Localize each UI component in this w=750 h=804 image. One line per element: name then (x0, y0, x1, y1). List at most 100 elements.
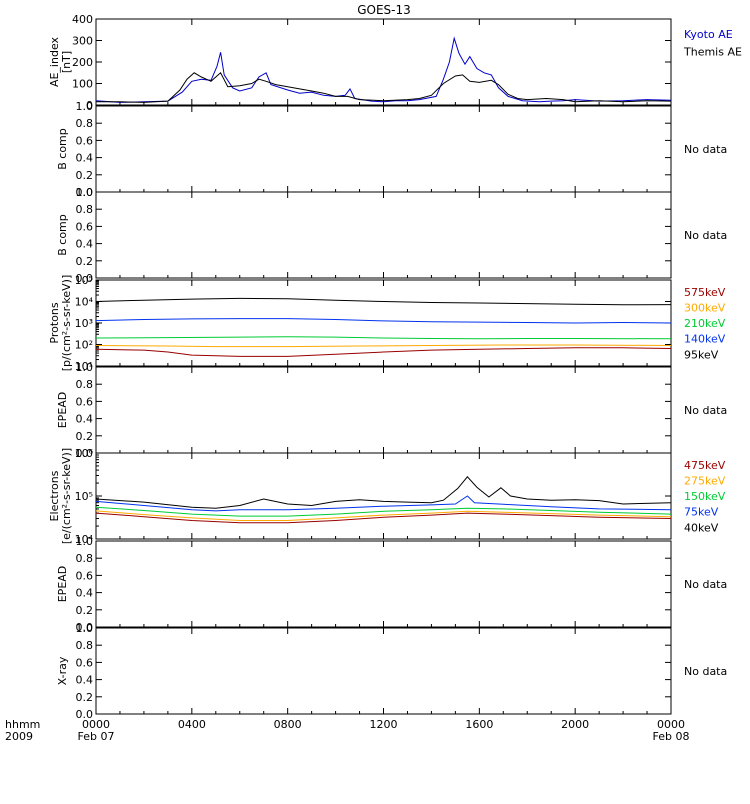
y-axis-label: B comp (56, 128, 69, 170)
panel-xray: 0.0 0.2 0.4 0.6 0.8 1.0 X-ray No data (56, 622, 727, 721)
y-tick-label: 1.0 (76, 361, 94, 374)
panel-b2: 0.0 0.2 0.4 0.6 0.8 1.0 B comp No data (56, 186, 727, 285)
legend-label: 40keV (684, 521, 719, 534)
x-date-label: Feb 07 (78, 730, 115, 743)
series-line-electrons-475kev (95, 512, 672, 524)
y-tick-label: 0.0 (76, 708, 94, 721)
y-tick-label: 0.6 (76, 656, 94, 669)
y-tick-label: 0.4 (76, 152, 94, 165)
y-axis-label: [p/(cm²-s-sr-keV)] (60, 275, 73, 372)
series-line-ae-themis-ae (96, 72, 672, 103)
y-tick-label: 10⁶ (75, 447, 94, 460)
y-axis-label: [e/(cm²-s-sr-keV)] (60, 448, 73, 544)
y-tick-label: 10⁵ (75, 490, 93, 503)
panel-frame (95, 366, 672, 454)
panel-protons: 10¹ 10² 10³ 10⁴ 10⁵ Protons [p/(cm²-s-sr-keV)]… (48, 274, 726, 373)
y-tick-label: 0.4 (76, 413, 94, 426)
legend-label: 140keV (684, 332, 726, 345)
x-date-label: Feb 08 (653, 730, 690, 743)
no-data-label: No data (684, 578, 727, 591)
panel-frame (95, 627, 672, 715)
y-tick-label: 10⁴ (75, 533, 94, 546)
panel-epead1: 0.0 0.2 0.4 0.6 0.8 1.0 EPEAD No data (56, 361, 727, 460)
y-tick-label: 300 (72, 35, 93, 48)
y-axis-label: X-ray (56, 656, 69, 685)
panel-ae: 0 100 200 300 400 AE_index [nT] Kyoto AE Themis … (48, 13, 742, 112)
series-line-electrons-75kev (95, 495, 672, 512)
y-axis-label: [nT] (60, 51, 73, 73)
y-tick-label: 0 (86, 99, 93, 112)
panel-frame (95, 105, 672, 193)
y-axis-label: Electrons (48, 470, 61, 521)
legend-label: 150keV (684, 490, 726, 503)
series-line-protons-300kev (95, 344, 672, 348)
y-tick-label: 0.8 (76, 203, 94, 216)
y-tick-label: 0.4 (76, 674, 94, 687)
panel-frame (95, 540, 672, 628)
y-tick-label: 0.6 (76, 569, 94, 582)
y-tick-label: 0.2 (76, 691, 94, 704)
x-tick-label: 2000 (561, 718, 589, 731)
y-tick-label: 0.0 (76, 621, 94, 634)
y-axis-label: AE_index (48, 36, 61, 87)
y-tick-label: 0.0 (76, 447, 94, 460)
no-data-label: No data (684, 404, 727, 417)
series-line-electrons-150kev (95, 506, 672, 517)
legend-label: 75keV (684, 505, 719, 518)
no-data-label: No data (684, 143, 727, 156)
series-line-protons-575kev (95, 347, 672, 357)
series-line-ae-kyoto-ae (95, 36, 672, 103)
legend-label: Themis AE (683, 46, 742, 59)
y-tick-label: 0.2 (76, 169, 94, 182)
y-tick-label: 10³ (75, 317, 93, 330)
series-line-protons-95kev (95, 297, 672, 306)
y-tick-label: 0.6 (76, 134, 94, 147)
y-tick-label: 0.4 (76, 587, 94, 600)
y-tick-label: 1.0 (76, 535, 94, 548)
y-tick-label: 0.0 (76, 272, 94, 285)
y-tick-label: 0.0 (76, 186, 94, 199)
legend-label: 475keV (684, 459, 726, 472)
panel-b1: 0.0 0.2 0.4 0.6 0.8 1.0 B comp No data (56, 100, 727, 199)
legend-label: 95keV (684, 348, 719, 361)
y-tick-label: 1.0 (76, 100, 94, 113)
y-tick-label: 200 (72, 56, 93, 69)
y-axis-label: EPEAD (56, 566, 69, 603)
x-tick-label: 0400 (178, 718, 206, 731)
y-tick-label: 0.8 (76, 639, 94, 652)
y-tick-label: 0.8 (76, 378, 94, 391)
legend-label: 210keV (684, 317, 726, 330)
y-tick-label: 10⁵ (75, 274, 93, 287)
y-tick-label: 0.6 (76, 395, 94, 408)
y-tick-label: 0.4 (76, 238, 94, 251)
y-tick-label: 0.2 (76, 430, 94, 443)
series-line-protons-210kev (95, 336, 672, 340)
y-tick-label: 0.6 (76, 220, 94, 233)
panel-frame (95, 452, 672, 540)
panel-epead2: 0.0 0.2 0.4 0.6 0.8 1.0 EPEAD No data (56, 535, 727, 634)
x-tick-label: 0000 (657, 718, 685, 731)
y-tick-label: 1.0 (76, 186, 94, 199)
x-tick-label: 1200 (370, 718, 398, 731)
panels-layer: 0 100 200 300 400 AE_index [nT] Kyoto AE Themis … (48, 13, 742, 721)
y-tick-label: 0.2 (76, 255, 94, 268)
y-tick-label: 10¹ (75, 360, 93, 373)
panel-frame (95, 191, 672, 279)
legend-label: 275keV (684, 475, 726, 488)
y-tick-label: 0.8 (76, 117, 94, 130)
no-data-label: No data (684, 665, 727, 678)
y-axis-label: EPEAD (56, 392, 69, 429)
y-axis-label: B comp (56, 214, 69, 256)
x-tick-label: 0000 (82, 718, 110, 731)
series-line-electrons-275kev (95, 510, 672, 521)
legend-label: Kyoto AE (684, 28, 733, 41)
y-tick-label: 1.0 (76, 622, 94, 635)
y-tick-label: 400 (72, 13, 93, 26)
y-axis-label: Protons (48, 302, 61, 343)
panel-electrons: 10⁴ 10⁵ 10⁶ Electrons [e/(cm²-s-sr-keV)] 475k… (48, 447, 726, 546)
no-data-label: No data (684, 229, 727, 242)
x-axis-label-hhmm: hhmm (5, 718, 40, 731)
